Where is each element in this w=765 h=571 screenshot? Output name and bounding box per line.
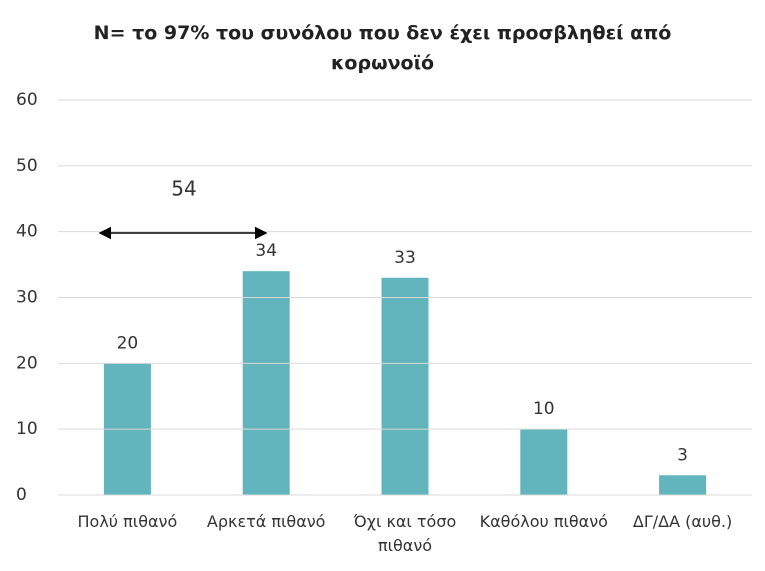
chart-title: Ν= το 97% του συνόλου που δεν έχει προσβ… (93, 22, 672, 74)
value-label: 34 (255, 241, 277, 261)
y-tick-label: 10 (16, 419, 38, 439)
y-tick-label: 50 (16, 156, 38, 176)
x-tick-label: Καθόλου πιθανό (479, 512, 608, 531)
y-tick-label: 60 (16, 90, 38, 110)
value-label: 10 (533, 399, 555, 419)
bar (242, 271, 290, 495)
y-tick-label: 0 (16, 485, 27, 505)
value-label: 33 (394, 248, 416, 268)
x-tick-label: Αρκετά πιθανό (206, 512, 326, 531)
x-tick-label: ΔΓ/ΔΑ (αυθ.) (632, 512, 733, 531)
y-tick-label: 20 (16, 353, 38, 373)
bar (381, 277, 429, 495)
x-tick-label: Όχι και τόσο πιθανό (353, 512, 457, 555)
y-tick-label: 30 (16, 288, 38, 308)
y-tick-label: 40 (16, 222, 38, 242)
value-label: 3 (677, 445, 688, 465)
value-label: 20 (117, 333, 139, 353)
bar (520, 429, 568, 495)
bar (659, 475, 707, 495)
x-tick-label: Πολύ πιθανό (77, 512, 178, 531)
annotation: 54 (171, 177, 196, 201)
